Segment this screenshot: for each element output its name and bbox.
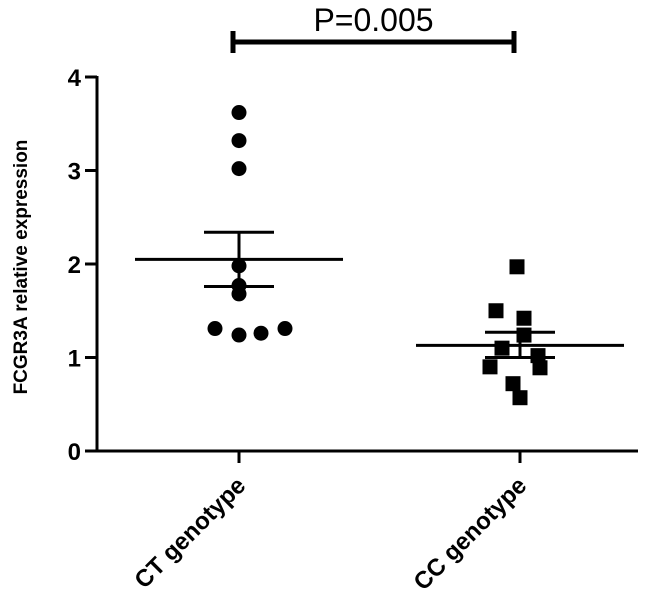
data-point-circle: [231, 286, 247, 302]
data-point-circle: [231, 105, 247, 121]
x-ticks: CT genotype CC genotype: [129, 451, 532, 596]
data-point-circle: [207, 321, 223, 337]
data-point-square: [530, 348, 546, 364]
y-tick-label: 1: [68, 346, 81, 373]
y-axis-title: FCGR3A relative expression: [11, 140, 32, 395]
y-tick-label: 3: [68, 159, 81, 186]
data-point-square: [509, 259, 525, 275]
data-points: [207, 105, 548, 406]
data-point-square: [482, 359, 498, 375]
y-ticks: 0 1 2 3 4: [68, 65, 97, 466]
data-point-square: [488, 303, 504, 319]
data-point-square: [516, 310, 532, 326]
y-tick-label: 2: [68, 252, 81, 279]
data-point-square: [505, 376, 521, 392]
p-value-label: P=0.005: [313, 2, 433, 38]
data-point-square: [532, 360, 548, 376]
y-tick-label: 0: [68, 439, 81, 466]
data-point-circle: [231, 161, 247, 177]
data-point-circle: [253, 325, 269, 341]
mean-sem-bars: [135, 230, 624, 359]
data-point-circle: [231, 258, 247, 274]
significance-annotation: P=0.005: [230, 2, 517, 53]
data-point-square: [512, 390, 528, 406]
data-point-square: [516, 327, 532, 343]
x-category-label: CC genotype: [408, 472, 532, 596]
y-tick-label: 4: [68, 65, 82, 92]
x-category-label: CT genotype: [129, 472, 251, 594]
data-point-circle: [231, 133, 247, 149]
data-point-circle: [277, 321, 293, 337]
data-point-square: [494, 340, 510, 356]
data-point-circle: [231, 327, 247, 343]
